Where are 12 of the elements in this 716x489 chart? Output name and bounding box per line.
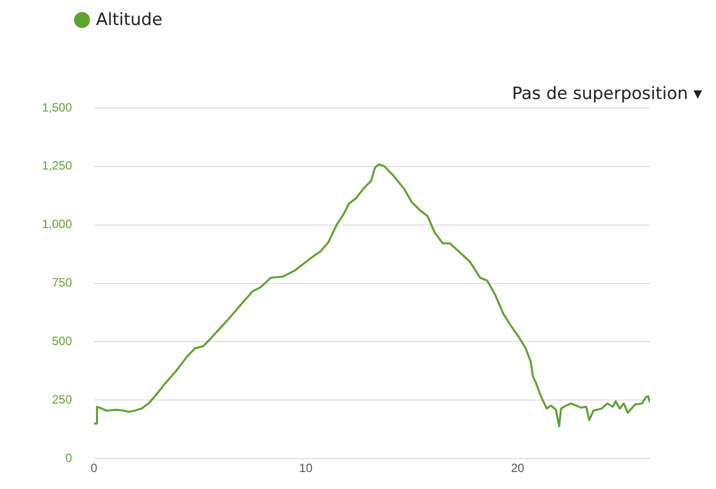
- x-tick-label: 10: [299, 461, 313, 476]
- y-tick-label: 500: [52, 334, 72, 348]
- y-tick-label: 750: [52, 276, 72, 290]
- y-tick-label: 1,000: [42, 217, 72, 232]
- y-tick-label: 1,500: [42, 100, 72, 114]
- y-tick-label: 250: [52, 392, 72, 406]
- y-tick-label: 0: [65, 450, 72, 465]
- legend-label: Altitude: [96, 10, 162, 30]
- y-tick-label: 1,250: [42, 158, 72, 173]
- x-tick-label: 20: [510, 461, 525, 476]
- text: Pas de superposition ▾: [512, 84, 702, 104]
- x-tick-label: 0: [90, 461, 98, 476]
